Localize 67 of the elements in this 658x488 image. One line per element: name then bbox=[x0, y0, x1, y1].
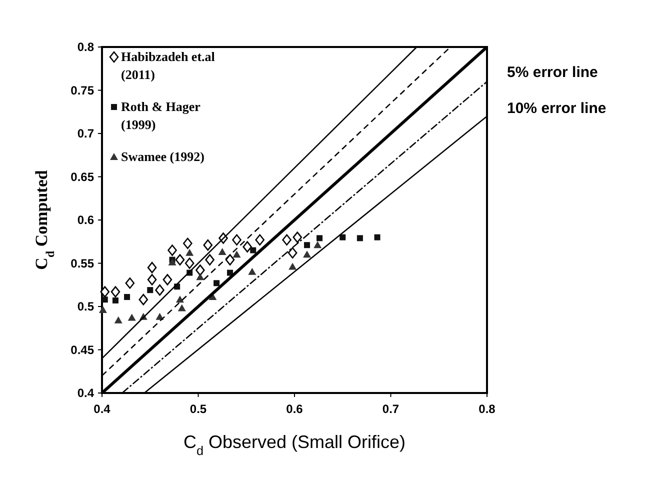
point bbox=[232, 234, 242, 246]
point bbox=[186, 248, 194, 256]
point bbox=[356, 235, 363, 242]
point bbox=[288, 247, 298, 259]
point bbox=[110, 286, 120, 298]
text: 5% error line bbox=[507, 64, 598, 81]
point bbox=[183, 238, 192, 250]
point bbox=[303, 250, 312, 258]
point bbox=[314, 241, 322, 248]
point bbox=[292, 232, 302, 243]
point bbox=[214, 280, 220, 286]
x-axis-title: C$_{d}$ Observed (Small Orifice) bbox=[183, 432, 406, 458]
point bbox=[196, 264, 205, 276]
point bbox=[124, 294, 130, 300]
x-tick-label: 0.6 bbox=[286, 402, 304, 416]
point bbox=[340, 234, 346, 240]
point bbox=[374, 234, 380, 240]
point bbox=[128, 314, 136, 321]
y-tick-label: 0.45 bbox=[70, 342, 94, 357]
point bbox=[125, 277, 135, 289]
y-tick-label: 0.8 bbox=[77, 40, 94, 54]
point bbox=[147, 287, 154, 294]
y-tick-label: 0.7 bbox=[77, 126, 94, 140]
text: 10% error line bbox=[507, 100, 606, 117]
point bbox=[282, 234, 292, 246]
y-tick-label: 0.65 bbox=[70, 170, 94, 184]
x-tick-label: 0.8 bbox=[478, 402, 496, 416]
point bbox=[147, 262, 157, 274]
y-tick-label: 0.4 bbox=[77, 386, 94, 400]
x-tick-label: 0.4 bbox=[94, 402, 111, 416]
point bbox=[203, 239, 213, 251]
point bbox=[114, 316, 122, 324]
point bbox=[100, 286, 110, 298]
y-tick-label: 0.75 bbox=[70, 83, 94, 98]
point bbox=[155, 284, 164, 296]
legend-label: Roth & Hager (1999) bbox=[121, 99, 201, 132]
y-tick-label: 0.5 bbox=[77, 300, 94, 314]
point bbox=[168, 258, 176, 266]
point bbox=[218, 248, 226, 256]
point bbox=[232, 250, 241, 258]
y-tick-label: 0.6 bbox=[77, 213, 94, 227]
point bbox=[176, 296, 184, 303]
point bbox=[178, 304, 186, 312]
x-tick-label: 0.5 bbox=[190, 402, 207, 416]
point bbox=[248, 268, 256, 275]
point bbox=[205, 254, 214, 266]
point bbox=[184, 258, 194, 269]
point bbox=[162, 274, 172, 286]
point bbox=[168, 244, 177, 256]
point bbox=[102, 296, 108, 303]
legend-label: Swamee (1992) bbox=[121, 149, 204, 164]
point bbox=[196, 273, 204, 280]
x-tick-label: 0.7 bbox=[382, 402, 400, 416]
point bbox=[288, 262, 297, 270]
legend-label: Habibzadeh et.al (2011) bbox=[121, 49, 216, 82]
point bbox=[225, 254, 235, 266]
point bbox=[304, 242, 310, 248]
y-tick-label: 0.55 bbox=[70, 256, 94, 270]
point bbox=[242, 241, 252, 252]
point bbox=[316, 235, 323, 242]
point bbox=[147, 274, 157, 286]
point bbox=[250, 247, 256, 254]
point bbox=[255, 234, 264, 246]
point bbox=[175, 254, 185, 266]
point bbox=[112, 297, 118, 304]
point bbox=[98, 306, 107, 313]
point bbox=[138, 294, 148, 306]
